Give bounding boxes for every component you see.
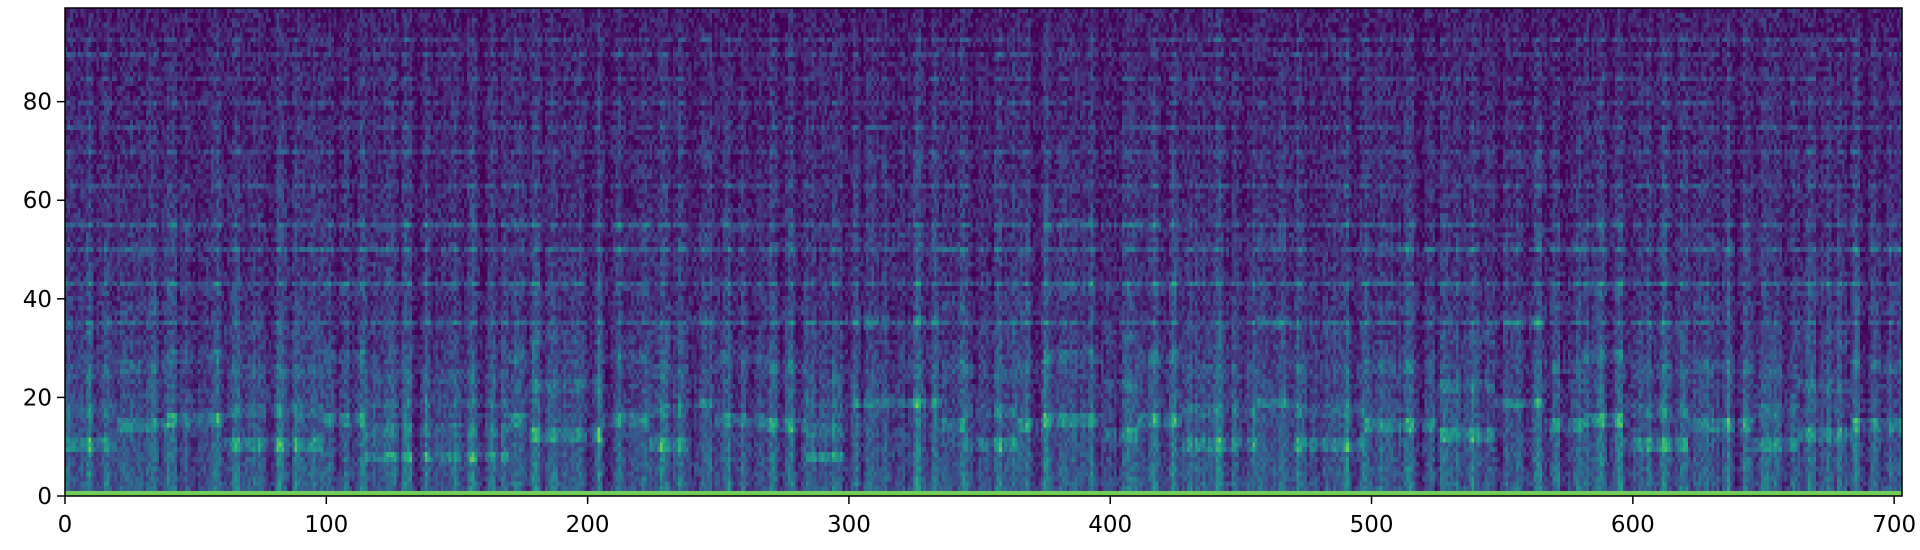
y-tick-label: 80 xyxy=(23,90,52,116)
x-tick-label: 700 xyxy=(1872,512,1916,538)
plot-frame xyxy=(64,7,1903,497)
x-tick-label: 400 xyxy=(1088,512,1132,538)
x-tick-label: 200 xyxy=(566,512,610,538)
y-tick-label: 40 xyxy=(23,287,52,313)
x-tick-label: 0 xyxy=(58,512,73,538)
x-tick-label: 500 xyxy=(1350,512,1394,538)
plot-area xyxy=(64,7,1903,497)
x-tick-label: 100 xyxy=(304,512,348,538)
y-axis: 0 20 40 60 80 xyxy=(23,90,65,510)
heatmap-raster xyxy=(65,8,1902,496)
y-tick-label: 0 xyxy=(37,484,52,510)
y-tick-label: 60 xyxy=(23,188,52,214)
x-tick-label: 300 xyxy=(827,512,871,538)
x-tick-label: 600 xyxy=(1611,512,1655,538)
y-tick-label: 20 xyxy=(23,385,52,411)
x-axis: 0 100 200 300 400 500 600 700 xyxy=(58,496,1916,538)
